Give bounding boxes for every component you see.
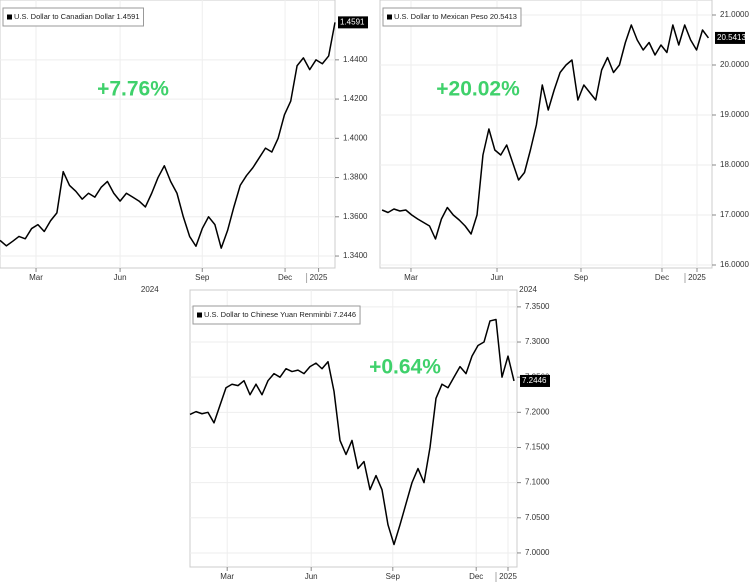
legend-label: U.S. Dollar to Mexican Peso 20.5413 xyxy=(394,12,517,21)
legend-swatch xyxy=(197,312,202,318)
legend-swatch xyxy=(7,14,12,20)
y-tick-label: 18.0000 xyxy=(720,160,749,169)
legend-box xyxy=(192,305,361,325)
last-value-label: 20.5413 xyxy=(717,33,746,42)
x-tick-label: Dec xyxy=(278,273,292,282)
y-tick-label: 1.3600 xyxy=(343,212,368,221)
last-value-box xyxy=(338,16,368,29)
x-tick-label: Jun xyxy=(114,273,127,282)
legend-box xyxy=(2,7,144,27)
x-tick-label: 2025 xyxy=(499,572,517,581)
y-tick-label: 17.0000 xyxy=(720,210,749,219)
y-tick-label: 1.4200 xyxy=(343,94,368,103)
x-year-label: 2024 xyxy=(519,285,537,294)
last-value-box xyxy=(520,374,550,387)
y-tick-label: 7.2000 xyxy=(525,407,550,416)
x-tick-label: Sep xyxy=(574,273,589,282)
y-tick-label: 1.4400 xyxy=(343,55,368,64)
x-tick-label: Sep xyxy=(386,572,401,581)
x-year-label: 2024 xyxy=(141,285,159,294)
legend-swatch xyxy=(387,14,392,20)
legend-label: U.S. Dollar to Chinese Yuan Renminbi 7.2… xyxy=(204,310,356,319)
legend-box xyxy=(382,7,522,27)
price-line xyxy=(381,24,710,240)
y-tick-label: 7.0500 xyxy=(525,513,550,522)
x-tick-label: Jun xyxy=(305,572,318,581)
price-line xyxy=(189,318,515,546)
y-tick-label: 16.0000 xyxy=(720,260,749,269)
x-tick-label: Mar xyxy=(29,273,43,282)
last-value-label: 1.4591 xyxy=(340,17,365,26)
annotation: +0.64% xyxy=(369,356,441,379)
y-tick-label: 19.0000 xyxy=(720,110,749,119)
last-value-box xyxy=(715,31,745,44)
y-tick-label: 7.3500 xyxy=(525,302,550,311)
plot-frame xyxy=(0,0,336,269)
plot-frame xyxy=(189,289,518,568)
y-tick-label: 21.0000 xyxy=(720,10,749,19)
y-tick-label: 1.4000 xyxy=(343,133,368,142)
x-tick-label: Sep xyxy=(195,273,210,282)
annotation: +20.02% xyxy=(436,78,520,101)
y-tick-label: 7.1500 xyxy=(525,443,550,452)
y-tick-label: 7.0000 xyxy=(525,548,550,557)
last-value-label: 7.2446 xyxy=(522,376,547,385)
x-tick-label: Dec xyxy=(655,273,669,282)
price-line xyxy=(0,22,336,249)
x-tick-label: 2025 xyxy=(688,273,706,282)
annotation: +7.76% xyxy=(97,78,169,101)
y-tick-label: 1.3400 xyxy=(343,251,368,260)
x-tick-label: 2025 xyxy=(310,273,328,282)
y-tick-label: 7.1000 xyxy=(525,478,550,487)
y-tick-label: 1.3800 xyxy=(343,173,368,182)
y-tick-label: 7.3000 xyxy=(525,337,550,346)
x-tick-label: Dec xyxy=(469,572,483,581)
x-tick-label: Jun xyxy=(491,273,504,282)
legend-label: U.S. Dollar to Canadian Dollar 1.4591 xyxy=(14,12,140,21)
plot-frame xyxy=(379,0,713,269)
x-tick-label: Mar xyxy=(220,572,234,581)
y-tick-label: 20.0000 xyxy=(720,60,749,69)
x-tick-label: Mar xyxy=(404,273,418,282)
